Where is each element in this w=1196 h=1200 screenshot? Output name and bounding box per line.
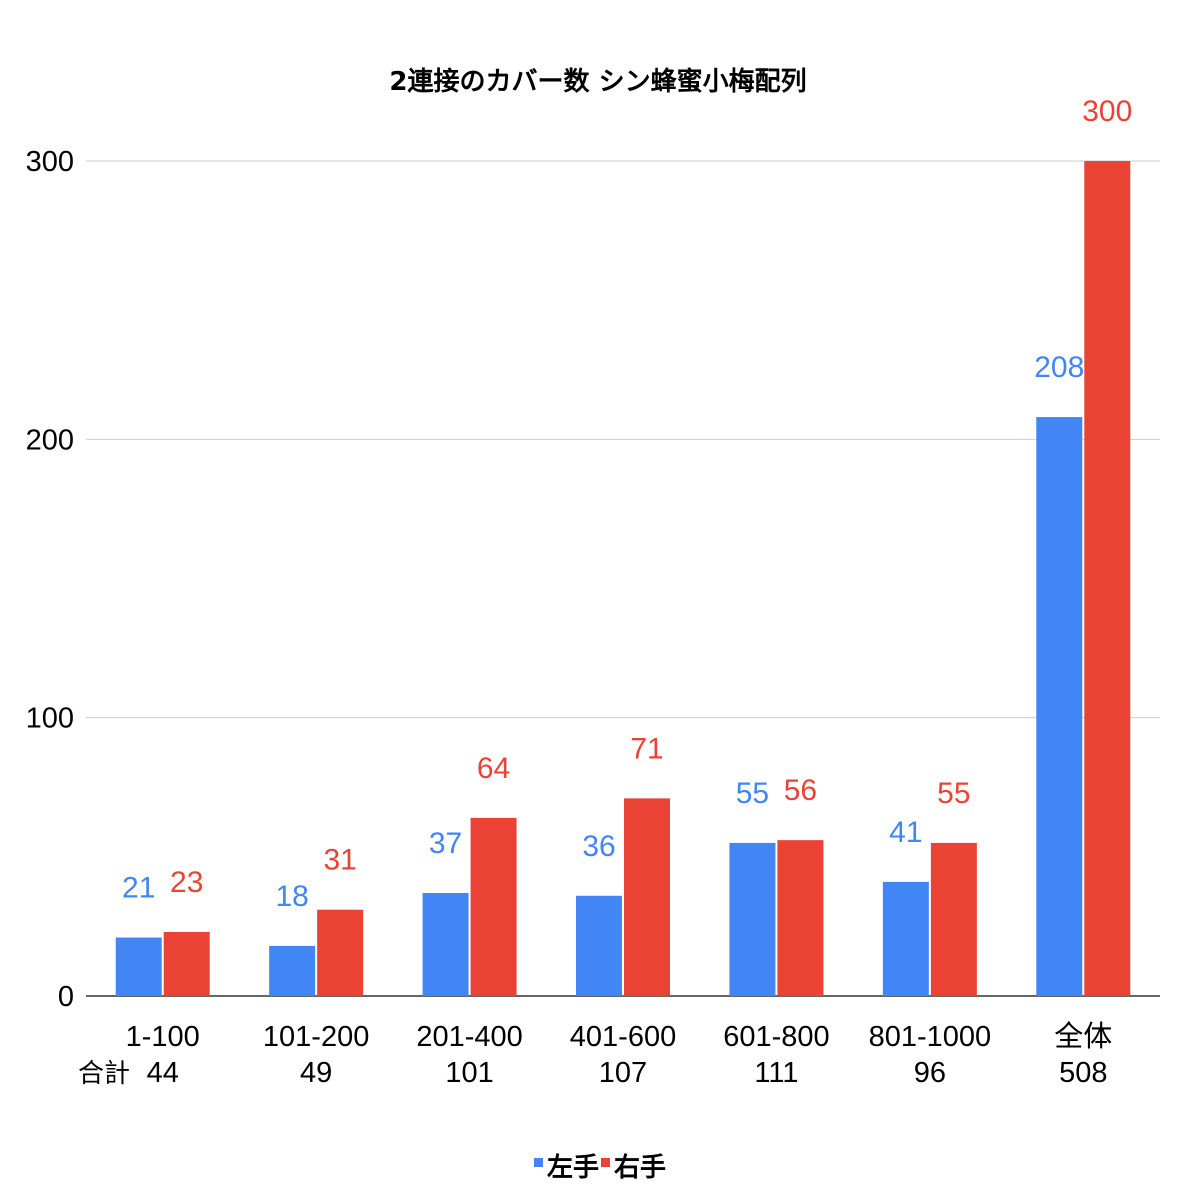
- bar-left-hand[interactable]: [576, 895, 622, 996]
- axis-labels: 0 100 200 300 1-100 44 101-200 49 201-400 101 401-…: [26, 146, 1113, 1089]
- y-tick-label: 100: [26, 703, 74, 735]
- legend-item[interactable]: 左手: [534, 1153, 599, 1183]
- bar-left-hand[interactable]: [882, 881, 929, 996]
- data-label: 300: [1082, 95, 1132, 128]
- x-tick-label: 全体: [1054, 1020, 1112, 1053]
- bar-right-hand[interactable]: [470, 817, 517, 996]
- y-tick-label: 300: [26, 146, 74, 178]
- legend-swatch: [534, 1158, 543, 1167]
- x-tick-label: 401-600: [570, 1021, 676, 1053]
- legend[interactable]: 左手 右手: [534, 1153, 666, 1183]
- bar-right-hand[interactable]: [930, 842, 977, 996]
- legend-item[interactable]: 右手: [601, 1153, 666, 1183]
- data-label: 41: [889, 816, 922, 849]
- bar-left-hand[interactable]: [729, 842, 776, 996]
- gridlines: [86, 160, 1160, 997]
- x-tick-label: 601-800: [723, 1021, 829, 1053]
- data-label: 208: [1034, 351, 1084, 384]
- y-tick-label: 200: [26, 424, 74, 456]
- bars: [115, 161, 1131, 997]
- bar-right-hand[interactable]: [163, 931, 210, 996]
- x-tick-label: 101-200: [263, 1021, 369, 1053]
- data-label: 18: [275, 880, 308, 913]
- y-tick-label: 0: [58, 981, 74, 1013]
- bar-left-hand[interactable]: [269, 945, 316, 996]
- data-label: 31: [323, 844, 356, 877]
- total-value: 44: [147, 1057, 179, 1089]
- legend-label: 左手: [547, 1153, 599, 1183]
- data-label: 71: [630, 732, 663, 765]
- data-label: 21: [122, 872, 155, 905]
- x-tick-label: 201-400: [416, 1021, 522, 1053]
- bar-left-hand[interactable]: [115, 937, 162, 996]
- data-label: 64: [477, 752, 510, 785]
- bar-right-hand[interactable]: [777, 840, 824, 996]
- chart-title: 2連接のカバー数 シン蜂蜜小梅配列: [389, 66, 806, 97]
- total-value: 107: [599, 1057, 647, 1089]
- data-labels: 21 23 18 31 37 64 36 71 55 56 41 55 208 300: [122, 95, 1132, 913]
- bar-left-hand[interactable]: [1036, 417, 1083, 997]
- bar-left-hand[interactable]: [422, 893, 469, 996]
- totals-row-label: 合計: [78, 1059, 130, 1089]
- bar-right-hand[interactable]: [317, 909, 364, 996]
- data-label: 36: [582, 830, 615, 863]
- total-value: 96: [914, 1057, 946, 1089]
- data-label: 55: [736, 777, 769, 810]
- total-value: 508: [1059, 1057, 1107, 1089]
- data-label: 23: [170, 866, 203, 899]
- bar-right-hand[interactable]: [1084, 161, 1131, 996]
- total-value: 101: [445, 1057, 493, 1089]
- x-tick-label: 801-1000: [869, 1021, 992, 1053]
- data-label: 37: [429, 827, 462, 860]
- total-value: 49: [300, 1057, 332, 1089]
- legend-swatch: [601, 1158, 610, 1167]
- legend-label: 右手: [614, 1153, 666, 1183]
- total-value: 111: [754, 1057, 798, 1089]
- data-label: 55: [937, 777, 970, 810]
- data-label: 56: [784, 774, 817, 807]
- bar-right-hand[interactable]: [624, 798, 670, 996]
- x-tick-label: 1-100: [126, 1021, 200, 1053]
